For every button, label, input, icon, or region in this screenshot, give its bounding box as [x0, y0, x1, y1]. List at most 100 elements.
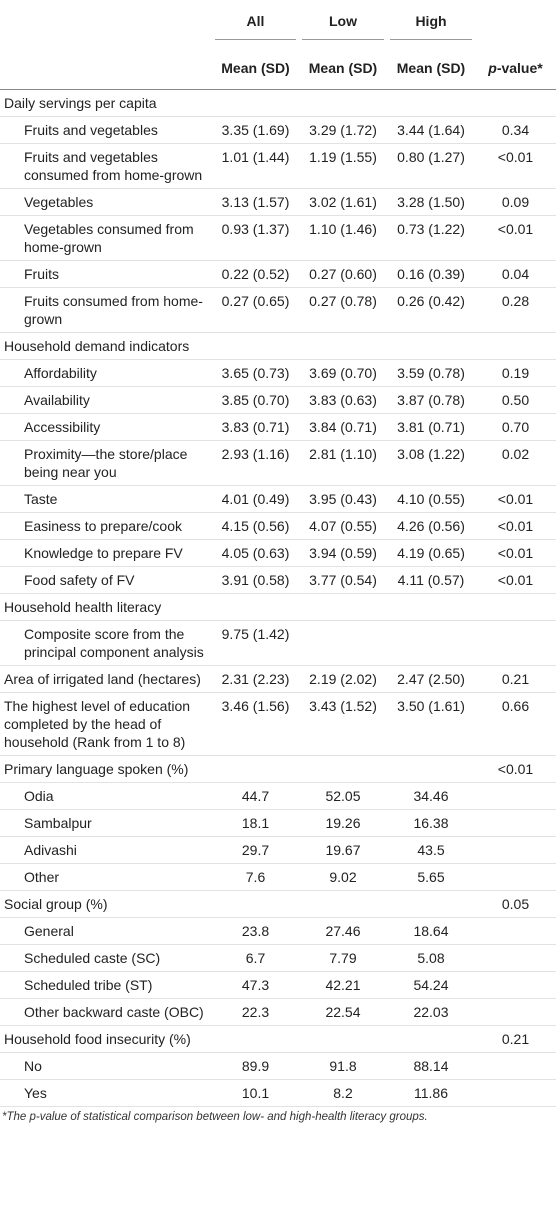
p-value-cell: <0.01 [475, 215, 556, 261]
value-cell: 4.11 (0.57) [387, 566, 475, 594]
value-cell: 0.27 (0.60) [299, 260, 387, 288]
p-value-cell [475, 944, 556, 972]
value-cell: 3.13 (1.57) [212, 188, 299, 216]
group-header: High [390, 12, 472, 40]
table-row: Proximity—the store/place being near you… [0, 440, 556, 486]
table-row: Area of irrigated land (hectares) 2.31 (2… [0, 665, 556, 693]
row-label: Proximity—the store/place being near you [0, 440, 212, 486]
table-row: Taste 4.01 (0.49) 3.95 (0.43) 4.10 (0.55) <0… [0, 485, 556, 513]
value-cell: 3.81 (0.71) [387, 413, 475, 441]
row-label: Fruits and vegetables consumed from home… [0, 143, 212, 189]
subheader: Mean (SD) [387, 47, 475, 90]
value-cell: 43.5 [387, 836, 475, 864]
table-row: Easiness to prepare/cook 4.15 (0.56) 4.07 … [0, 512, 556, 540]
value-cell: 3.29 (1.72) [299, 116, 387, 144]
value-cell [299, 755, 387, 783]
value-cell: 54.24 [387, 971, 475, 999]
value-cell [387, 755, 475, 783]
value-cell: 3.65 (0.73) [212, 359, 299, 387]
p-value-cell: 0.09 [475, 188, 556, 216]
value-cell: 4.07 (0.55) [299, 512, 387, 540]
value-cell: 42.21 [299, 971, 387, 999]
table-row: Primary language spoken (%) <0.01 [0, 755, 556, 783]
table-row: Fruits and vegetables consumed from home… [0, 143, 556, 189]
value-cell: 7.6 [212, 863, 299, 891]
value-cell [387, 1025, 475, 1053]
value-cell: 22.3 [212, 998, 299, 1026]
value-cell: 3.44 (1.64) [387, 116, 475, 144]
row-label: Composite score from the principal compo… [0, 620, 212, 666]
p-value-cell [475, 1052, 556, 1080]
value-cell [387, 89, 475, 117]
subheader: p-value* [475, 47, 556, 90]
row-label: Primary language spoken (%) [0, 755, 212, 783]
value-cell: 9.75 (1.42) [212, 620, 299, 666]
row-label: Vegetables consumed from home-grown [0, 215, 212, 261]
row-label: Fruits and vegetables [0, 116, 212, 144]
p-value-cell: 0.02 [475, 440, 556, 486]
value-cell: 47.3 [212, 971, 299, 999]
row-label: Other backward caste (OBC) [0, 998, 212, 1026]
p-value-cell: <0.01 [475, 755, 556, 783]
row-label: No [0, 1052, 212, 1080]
value-cell: 18.1 [212, 809, 299, 837]
value-cell: 2.47 (2.50) [387, 665, 475, 693]
row-label: Daily servings per capita [0, 89, 212, 117]
table-row: The highest level of education completed… [0, 692, 556, 756]
row-label: Fruits consumed from home-grown [0, 287, 212, 333]
value-cell: 4.01 (0.49) [212, 485, 299, 513]
row-label: Scheduled caste (SC) [0, 944, 212, 972]
table-row: Fruits and vegetables 3.35 (1.69) 3.29 (1.… [0, 116, 556, 144]
value-cell [212, 332, 299, 360]
table-row: Vegetables consumed from home-grown 0.93 … [0, 215, 556, 261]
table-row: Social group (%) 0.05 [0, 890, 556, 918]
table-row: Vegetables 3.13 (1.57) 3.02 (1.61) 3.28 (1.… [0, 188, 556, 216]
value-cell: 3.91 (0.58) [212, 566, 299, 594]
value-cell: 4.05 (0.63) [212, 539, 299, 567]
p-value-cell: <0.01 [475, 485, 556, 513]
value-cell: 3.08 (1.22) [387, 440, 475, 486]
value-cell [387, 332, 475, 360]
value-cell: 18.64 [387, 917, 475, 945]
p-value-cell [475, 971, 556, 999]
value-cell: 3.83 (0.71) [212, 413, 299, 441]
row-label: Other [0, 863, 212, 891]
table-row: Accessibility 3.83 (0.71) 3.84 (0.71) 3.81 … [0, 413, 556, 441]
p-value-cell: 0.19 [475, 359, 556, 387]
value-cell: 3.50 (1.61) [387, 692, 475, 756]
value-cell: 0.26 (0.42) [387, 287, 475, 333]
row-label: Food safety of FV [0, 566, 212, 594]
value-cell: 29.7 [212, 836, 299, 864]
value-cell [212, 1025, 299, 1053]
table-row: Other backward caste (OBC) 22.3 22.54 22.03 [0, 998, 556, 1026]
value-cell: 2.19 (2.02) [299, 665, 387, 693]
value-cell: 22.03 [387, 998, 475, 1026]
value-cell [299, 620, 387, 666]
value-cell [387, 890, 475, 918]
value-cell: 0.27 (0.78) [299, 287, 387, 333]
value-cell: 27.46 [299, 917, 387, 945]
value-cell: 3.87 (0.78) [387, 386, 475, 414]
value-cell: 5.08 [387, 944, 475, 972]
value-cell: 19.67 [299, 836, 387, 864]
value-cell [299, 89, 387, 117]
p-value-cell: <0.01 [475, 539, 556, 567]
header-cell [475, 0, 556, 47]
subheader: Mean (SD) [299, 47, 387, 90]
row-label: Knowledge to prepare FV [0, 539, 212, 567]
value-cell: 9.02 [299, 863, 387, 891]
row-label: Household food insecurity (%) [0, 1025, 212, 1053]
table-row: Knowledge to prepare FV 4.05 (0.63) 3.94 (… [0, 539, 556, 567]
table-row: Odia 44.7 52.05 34.46 [0, 782, 556, 810]
value-cell: 89.9 [212, 1052, 299, 1080]
value-cell: 4.10 (0.55) [387, 485, 475, 513]
p-value-cell: <0.01 [475, 566, 556, 594]
value-cell: 4.26 (0.56) [387, 512, 475, 540]
p-value-cell [475, 863, 556, 891]
value-cell: 3.35 (1.69) [212, 116, 299, 144]
data-table: All Low High Mean (SD) Mean (SD) Mean (S… [0, 0, 556, 1107]
value-cell: 91.8 [299, 1052, 387, 1080]
row-label: Availability [0, 386, 212, 414]
table-row: Fruits consumed from home-grown 0.27 (0.6… [0, 287, 556, 333]
group-header: Low [302, 12, 384, 40]
